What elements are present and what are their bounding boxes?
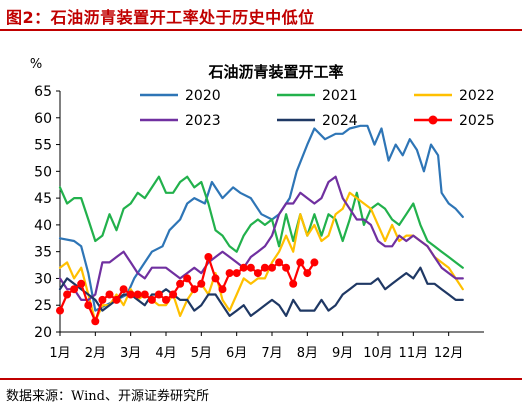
data-point-2025 (275, 258, 284, 267)
data-point-2025 (119, 285, 128, 294)
x-tick-label: 4月 (155, 346, 176, 361)
data-point-2025 (310, 258, 319, 267)
series-line-2021 (58, 175, 464, 269)
x-tick-label: 3月 (120, 346, 141, 361)
data-point-2025 (91, 317, 100, 326)
x-tick-label: 8月 (297, 346, 318, 361)
data-point-2025 (211, 274, 220, 283)
data-point-2025 (218, 285, 227, 294)
legend-label-2023: 2023 (185, 113, 221, 129)
source-note: 数据来源：Wind、开源证券研究所 (6, 389, 209, 404)
data-point-2025 (126, 290, 135, 299)
data-point-2025 (77, 279, 86, 288)
y-tick-label: 35 (34, 245, 52, 261)
x-tick-label: 9月 (332, 346, 353, 361)
x-tick-label: 10月 (363, 346, 393, 361)
footer-rule (0, 378, 522, 380)
data-point-2025 (133, 290, 142, 299)
data-point-2025 (169, 290, 178, 299)
x-tick-label: 1月 (49, 346, 70, 361)
series-line-2025 (58, 255, 316, 323)
figure-label: 图2：石油沥青装置开工率处于历史中低位 (6, 8, 315, 27)
series-line-2022 (58, 191, 464, 323)
data-point-2025 (84, 301, 93, 310)
data-point-2025 (162, 295, 170, 304)
y-axis-unit: % (30, 57, 42, 72)
data-point-2025 (63, 290, 72, 299)
data-point-2025 (225, 269, 234, 278)
data-point-2025 (147, 295, 156, 304)
y-tick-label: 40 (34, 218, 52, 234)
data-point-2025 (268, 263, 276, 272)
data-point-2025 (112, 295, 121, 304)
y-tick-label: 30 (34, 271, 52, 287)
x-tick-label: 5月 (191, 346, 212, 361)
data-point-2025 (105, 290, 114, 299)
data-point-2025 (190, 285, 199, 294)
legend-label-2020: 2020 (185, 88, 221, 104)
y-tick-label: 50 (34, 164, 52, 180)
data-point-2025 (303, 269, 312, 278)
series-line-2023 (58, 175, 464, 301)
data-point-2025 (70, 285, 79, 294)
y-tick-label: 25 (34, 298, 52, 314)
x-tick-label: 12月 (434, 346, 464, 361)
x-tick-label: 2月 (85, 346, 106, 361)
legend-label-2025: 2025 (459, 113, 495, 129)
data-point-2025 (253, 269, 262, 278)
data-point-2025 (289, 279, 298, 288)
data-point-2025 (204, 253, 213, 261)
data-point-2025 (260, 263, 269, 272)
data-point-2025 (197, 279, 206, 288)
data-point-2025 (176, 279, 185, 288)
y-tick-label: 45 (34, 191, 52, 207)
legend-marker-2025 (428, 115, 438, 125)
data-point-2025 (296, 258, 305, 267)
y-tick-label: 55 (34, 138, 52, 154)
data-point-2025 (154, 290, 163, 299)
header-rule (0, 29, 522, 31)
x-tick-label: 11月 (399, 346, 429, 361)
x-tick-label: 7月 (261, 346, 282, 361)
figure-footer: 数据来源：Wind、开源证券研究所 (0, 378, 522, 408)
data-point-2025 (246, 263, 255, 272)
figure-header: 图2：石油沥青装置开工率处于历史中低位 (0, 0, 522, 31)
data-point-2025 (183, 274, 192, 283)
data-point-2025 (239, 263, 248, 272)
x-tick-label: 6月 (226, 346, 247, 361)
data-point-2025 (282, 263, 291, 272)
data-point-2025 (56, 306, 64, 315)
data-point-2025 (98, 295, 107, 304)
chart-title: 石油沥青装置开工率 (207, 63, 343, 81)
y-tick-label: 65 (34, 84, 52, 100)
legend-label-2021: 2021 (322, 88, 358, 104)
y-tick-label: 60 (34, 111, 52, 127)
data-point-2025 (232, 269, 241, 278)
legend-label-2024: 2024 (322, 113, 358, 129)
data-point-2025 (140, 290, 149, 299)
y-tick-label: 20 (34, 325, 52, 341)
legend-label-2022: 2022 (459, 88, 495, 104)
